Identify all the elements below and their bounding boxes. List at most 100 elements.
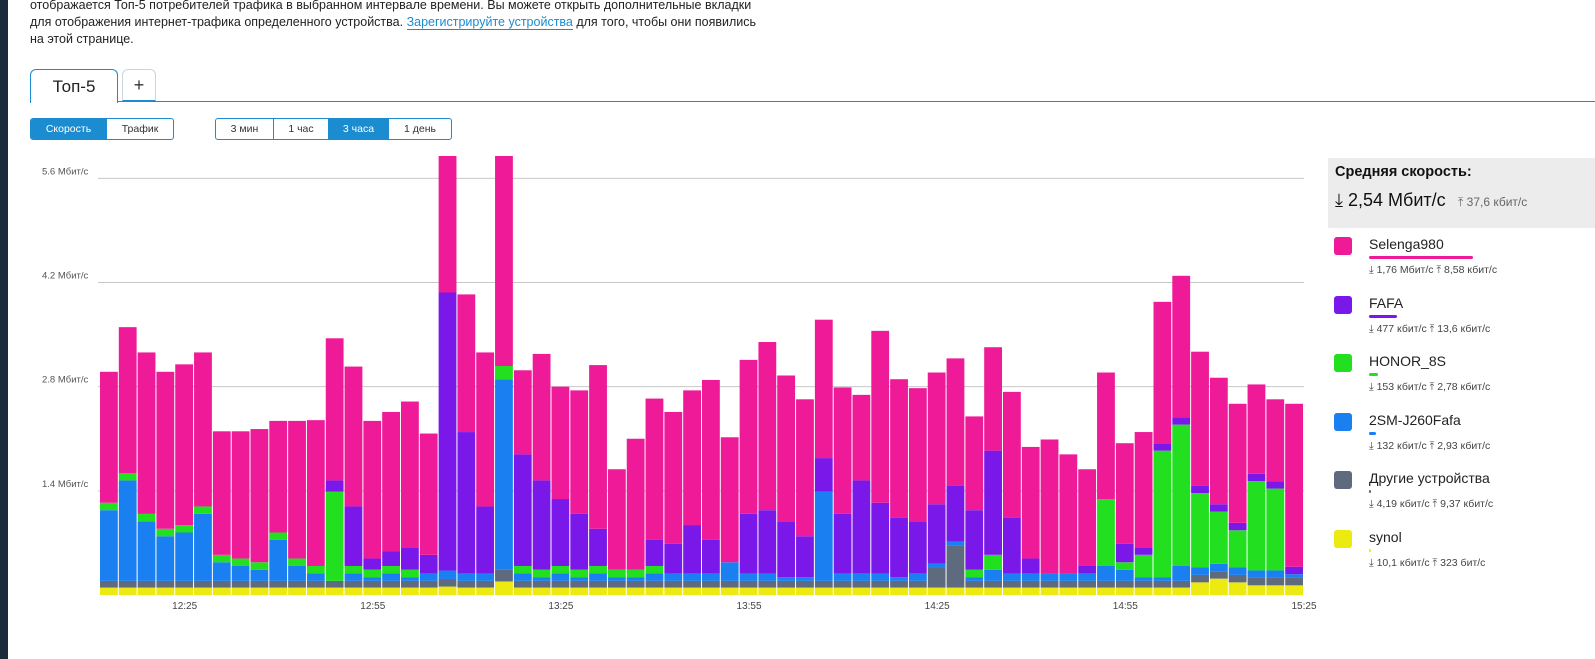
bar-segment[interactable]: [871, 573, 890, 581]
bar-segment[interactable]: [890, 379, 908, 518]
bar-segment[interactable]: [626, 438, 645, 570]
bar-segment[interactable]: [250, 587, 269, 595]
bar-segment[interactable]: [250, 580, 269, 588]
bar-segment[interactable]: [288, 587, 306, 595]
bar-segment[interactable]: [946, 485, 965, 542]
bar-segment[interactable]: [758, 510, 777, 574]
bar-segment[interactable]: [137, 521, 156, 581]
bar-segment[interactable]: [250, 429, 269, 563]
bar-segment[interactable]: [777, 577, 796, 581]
bar-segment[interactable]: [382, 411, 400, 552]
bar-segment[interactable]: [984, 347, 1002, 451]
bar-segment[interactable]: [1097, 587, 1115, 595]
bar-segment[interactable]: [1153, 443, 1172, 451]
bar-segment[interactable]: [1172, 275, 1191, 418]
bar-segment[interactable]: [438, 578, 457, 587]
bar-segment[interactable]: [1003, 573, 1021, 581]
bar-segment[interactable]: [645, 539, 664, 566]
bar-segment[interactable]: [325, 491, 344, 581]
bar-segment[interactable]: [777, 587, 796, 595]
bar-segment[interactable]: [570, 569, 589, 578]
range-3min-button[interactable]: 3 мин: [216, 119, 274, 139]
range-1h-button[interactable]: 1 час: [274, 119, 329, 139]
bar-segment[interactable]: [626, 569, 645, 578]
bar-segment[interactable]: [495, 156, 513, 367]
bar-segment[interactable]: [118, 587, 137, 595]
bar-segment[interactable]: [1115, 443, 1134, 544]
bar-segment[interactable]: [513, 565, 532, 574]
bar-segment[interactable]: [306, 573, 325, 581]
bar-segment[interactable]: [344, 580, 363, 588]
bar-segment[interactable]: [212, 431, 231, 555]
bar-segment[interactable]: [626, 577, 645, 581]
bar-segment[interactable]: [344, 573, 363, 581]
bar-segment[interactable]: [570, 390, 589, 514]
bar-segment[interactable]: [1078, 469, 1097, 566]
bar-segment[interactable]: [212, 562, 231, 581]
bar-segment[interactable]: [513, 370, 532, 455]
bar-segment[interactable]: [1040, 439, 1059, 574]
bar-segment[interactable]: [401, 569, 419, 578]
bar-segment[interactable]: [100, 580, 118, 588]
bar-segment[interactable]: [438, 292, 457, 571]
bar-segment[interactable]: [1247, 473, 1266, 482]
bar-segment[interactable]: [212, 580, 231, 588]
bar-segment[interactable]: [758, 342, 777, 511]
bar-segment[interactable]: [965, 577, 984, 581]
bar-segment[interactable]: [890, 577, 908, 581]
bar-segment[interactable]: [175, 532, 194, 581]
bar-segment[interactable]: [720, 437, 739, 563]
bar-segment[interactable]: [457, 432, 476, 574]
bar-segment[interactable]: [984, 587, 1002, 595]
bar-segment[interactable]: [852, 587, 871, 595]
bar-segment[interactable]: [758, 573, 777, 581]
bar-segment[interactable]: [175, 580, 194, 588]
bar-segment[interactable]: [1097, 565, 1115, 581]
bar-segment[interactable]: [1059, 573, 1078, 581]
bar-segment[interactable]: [551, 573, 570, 581]
bar-segment[interactable]: [419, 573, 438, 581]
bar-segment[interactable]: [457, 580, 476, 588]
bar-segment[interactable]: [1247, 585, 1266, 595]
bar-segment[interactable]: [288, 565, 306, 581]
bar-segment[interactable]: [814, 580, 833, 588]
bar-segment[interactable]: [702, 573, 720, 581]
bar-segment[interactable]: [589, 528, 607, 566]
bar-segment[interactable]: [1003, 391, 1021, 518]
bar-segment[interactable]: [419, 580, 438, 588]
bar-segment[interactable]: [1285, 574, 1303, 578]
bar-segment[interactable]: [1097, 499, 1115, 566]
bar-segment[interactable]: [1228, 582, 1247, 595]
bar-segment[interactable]: [194, 513, 212, 581]
bar-segment[interactable]: [1191, 567, 1209, 575]
bar-segment[interactable]: [137, 580, 156, 588]
bar-segment[interactable]: [156, 371, 175, 529]
bar-segment[interactable]: [401, 547, 419, 570]
bar-segment[interactable]: [306, 587, 325, 595]
bar-segment[interactable]: [664, 411, 683, 544]
bar-segment[interactable]: [683, 580, 701, 588]
bar-segment[interactable]: [401, 580, 419, 588]
bar-segment[interactable]: [306, 580, 325, 588]
bar-segment[interactable]: [702, 587, 720, 595]
bar-segment[interactable]: [739, 580, 758, 588]
bar-segment[interactable]: [1247, 384, 1266, 474]
bar-segment[interactable]: [570, 513, 589, 570]
bar-segment[interactable]: [156, 536, 175, 581]
bar-segment[interactable]: [457, 573, 476, 581]
bar-segment[interactable]: [777, 375, 796, 522]
bar-segment[interactable]: [100, 510, 118, 581]
bar-segment[interactable]: [551, 580, 570, 588]
bar-segment[interactable]: [796, 580, 814, 588]
bar-segment[interactable]: [607, 580, 626, 588]
bar-segment[interactable]: [683, 573, 701, 581]
bar-segment[interactable]: [1040, 580, 1059, 588]
bar-segment[interactable]: [1134, 577, 1153, 581]
bar-segment[interactable]: [965, 569, 984, 578]
bar-segment[interactable]: [1191, 351, 1209, 486]
range-1d-button[interactable]: 1 день: [404, 123, 436, 135]
metric-speed-button[interactable]: Скорость: [31, 119, 107, 139]
range-3h-button[interactable]: 3 часа: [329, 119, 389, 139]
bar-segment[interactable]: [344, 506, 363, 566]
bar-segment[interactable]: [1172, 565, 1191, 581]
